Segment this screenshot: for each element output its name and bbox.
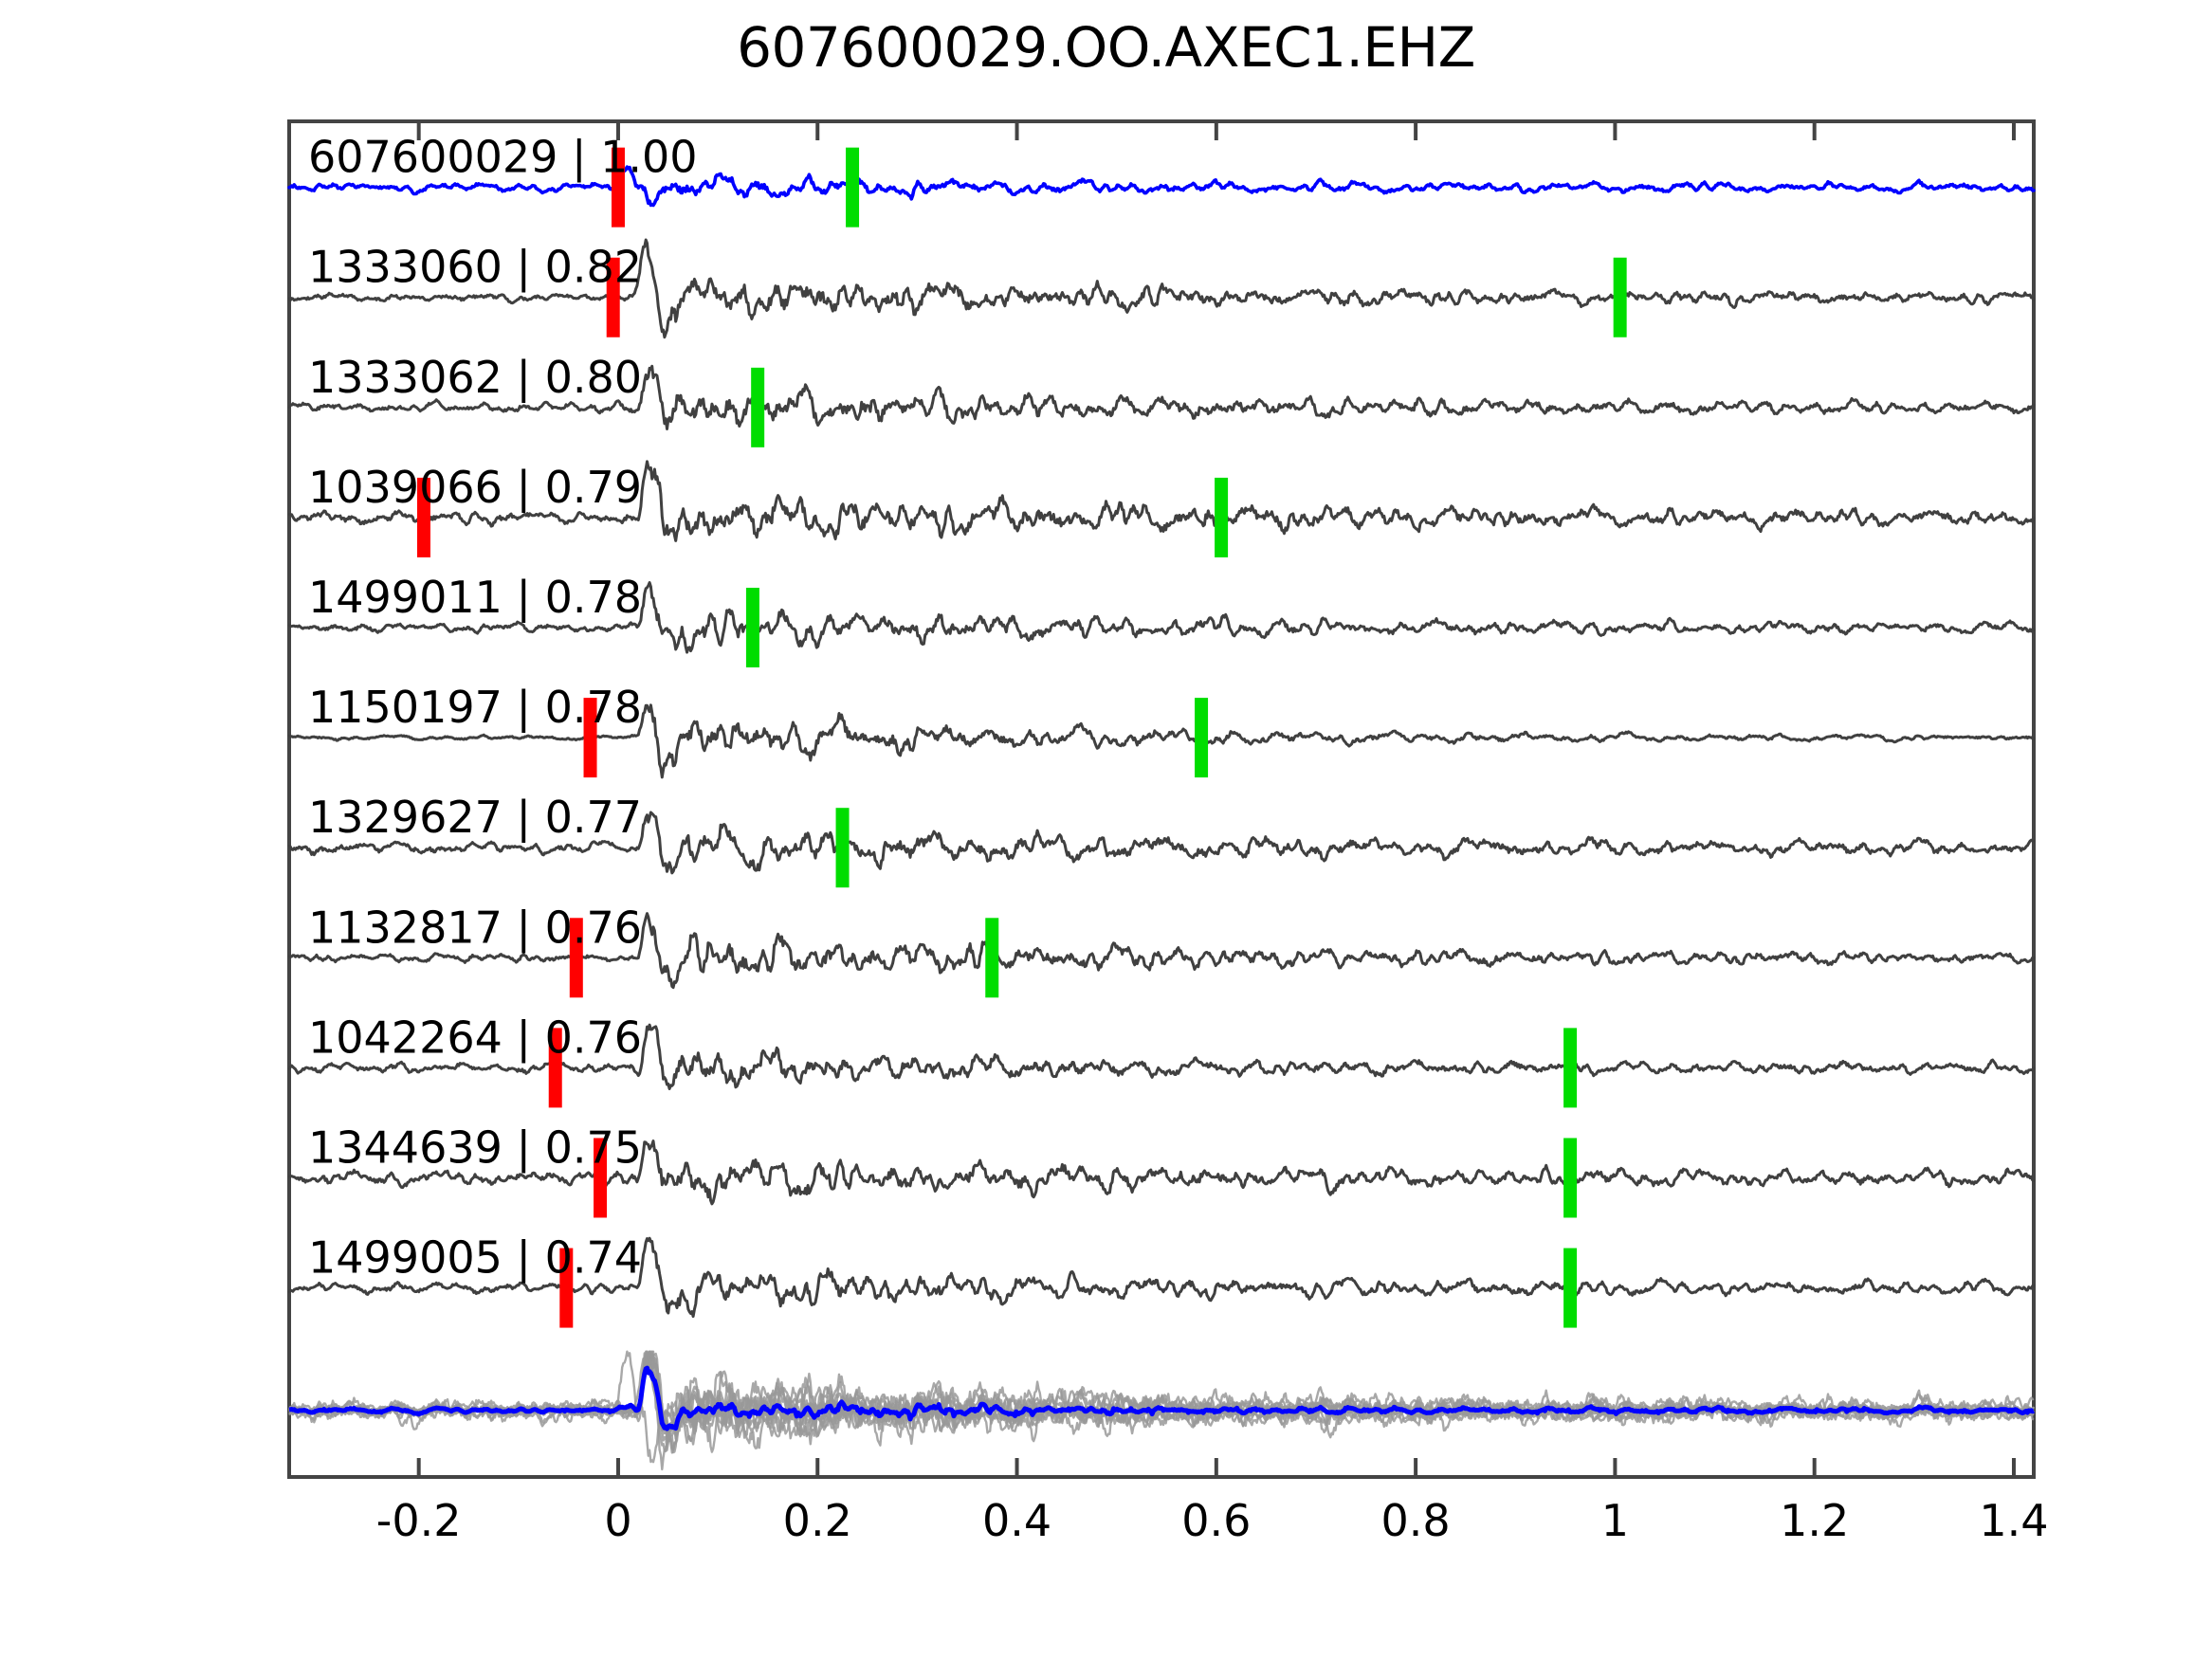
page-title: 607600029.OO.AXEC1.EHZ xyxy=(737,15,1475,80)
s-pick-marker xyxy=(1215,477,1229,557)
x-axis-ticks: -0.2 0 0.2 0.4 0.6 0.8 1 1.2 1.4 xyxy=(376,121,2049,1546)
trace-label: 1039066 | 0.79 xyxy=(308,462,642,514)
trace-labels-group: 607600029 | 1.00 1333060 | 0.82 1333062 | … xyxy=(308,132,698,1285)
trace-label: 1499005 | 0.74 xyxy=(308,1232,642,1285)
traces-group xyxy=(287,165,2036,1319)
trace-label: 1132817 | 0.76 xyxy=(308,902,642,954)
stack-mean-trace xyxy=(287,1365,2036,1431)
s-pick-marker xyxy=(846,147,860,228)
x-tick-label: 0.4 xyxy=(982,1495,1051,1546)
s-pick-marker xyxy=(835,808,850,888)
p-pick-marker xyxy=(569,918,583,998)
x-tick-label: 1.4 xyxy=(1979,1495,2048,1546)
p-pick-marker xyxy=(559,1248,574,1328)
stack-panel xyxy=(287,1350,2036,1471)
s-pick-marker xyxy=(751,367,765,447)
waveform-trace xyxy=(287,1023,2036,1090)
x-tick-label: 0.6 xyxy=(1181,1495,1251,1546)
waveform-trace xyxy=(287,1139,2036,1206)
trace-label: 607600029 | 1.00 xyxy=(308,132,698,184)
waveform-trace xyxy=(287,364,2036,430)
waveform-trace xyxy=(287,460,2036,542)
trace-label: 1042264 | 0.76 xyxy=(308,1012,642,1064)
trace-label: 1329627 | 0.77 xyxy=(308,792,642,844)
trace-label: 1333062 | 0.80 xyxy=(308,352,642,404)
x-tick-label: 0 xyxy=(604,1495,631,1546)
trace-label: 1150197 | 0.78 xyxy=(308,682,642,734)
p-pick-marker xyxy=(416,477,430,557)
s-pick-marker xyxy=(1563,1028,1578,1108)
x-tick-label: -0.2 xyxy=(376,1495,462,1546)
p-pick-marker xyxy=(583,698,597,778)
axes-frame xyxy=(287,119,2036,1479)
waveform-trace xyxy=(287,1236,2036,1319)
waveform-trace xyxy=(287,238,2036,339)
p-pick-marker xyxy=(606,257,620,337)
trace-label: 1333060 | 0.82 xyxy=(308,242,642,294)
x-tick-label: 0.8 xyxy=(1381,1495,1451,1546)
p-pick-marker xyxy=(548,1028,562,1108)
s-pick-marker xyxy=(1563,1138,1578,1218)
waveform-trace xyxy=(287,811,2036,875)
s-pick-marker xyxy=(1563,1248,1578,1328)
trace-label: 1344639 | 0.75 xyxy=(308,1121,642,1174)
s-pick-marker xyxy=(1195,698,1209,778)
s-pick-marker xyxy=(1613,257,1627,337)
waveform-trace xyxy=(287,165,2036,208)
stack-overlay-trace xyxy=(288,1350,2035,1453)
x-tick-label: 1.2 xyxy=(1780,1495,1849,1546)
waveform-trace xyxy=(287,581,2036,654)
waveform-trace xyxy=(287,703,2036,779)
x-tick-label: 0.2 xyxy=(783,1495,852,1546)
trace-label: 1499011 | 0.78 xyxy=(308,572,642,624)
picks-group xyxy=(416,147,1627,1328)
x-tick-label: 1 xyxy=(1601,1495,1629,1546)
s-pick-marker xyxy=(985,918,999,998)
p-pick-marker xyxy=(611,147,625,228)
s-pick-marker xyxy=(745,588,759,668)
p-pick-marker xyxy=(594,1138,608,1218)
